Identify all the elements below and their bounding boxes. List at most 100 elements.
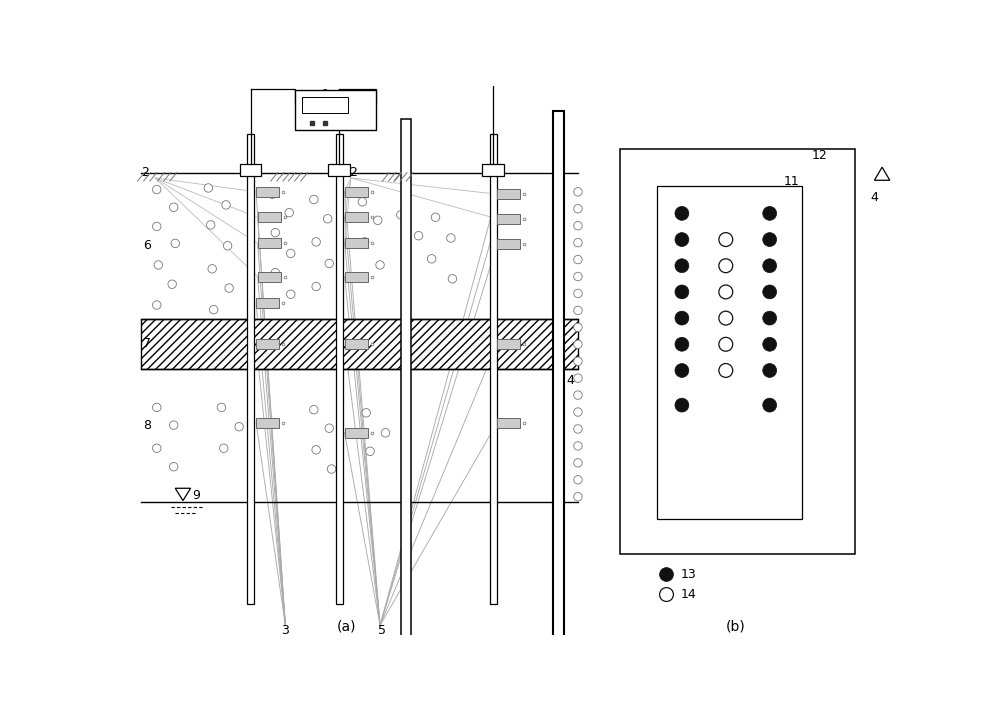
Bar (482, 164, 504, 176)
Bar (258, 212, 281, 222)
Circle shape (675, 311, 689, 325)
Bar (336, 134, 343, 604)
Circle shape (574, 441, 582, 450)
Circle shape (574, 425, 582, 434)
Circle shape (763, 398, 777, 412)
Polygon shape (874, 167, 890, 180)
Circle shape (225, 284, 233, 292)
Circle shape (574, 205, 582, 213)
Circle shape (325, 260, 333, 267)
Bar (302, 97, 348, 113)
Text: 2: 2 (349, 166, 357, 179)
Circle shape (574, 340, 582, 349)
Circle shape (574, 289, 582, 298)
Circle shape (169, 463, 178, 471)
Circle shape (287, 249, 295, 257)
Bar (345, 272, 368, 282)
Circle shape (169, 421, 178, 429)
Circle shape (312, 282, 320, 291)
Circle shape (574, 391, 582, 399)
Circle shape (362, 409, 370, 417)
Circle shape (366, 447, 374, 456)
Bar (256, 299, 279, 309)
Circle shape (763, 364, 777, 377)
Circle shape (310, 195, 318, 204)
Circle shape (574, 188, 582, 196)
Circle shape (397, 210, 405, 219)
Circle shape (574, 408, 582, 416)
Bar (497, 214, 520, 224)
Bar (345, 212, 368, 222)
Circle shape (660, 588, 673, 602)
Circle shape (153, 301, 161, 309)
Circle shape (220, 444, 228, 453)
Circle shape (206, 221, 215, 229)
Circle shape (268, 190, 276, 198)
Circle shape (675, 398, 689, 412)
Circle shape (675, 285, 689, 299)
Text: 6: 6 (143, 240, 151, 252)
Circle shape (719, 232, 733, 247)
Circle shape (427, 255, 436, 263)
Circle shape (719, 364, 733, 377)
Circle shape (287, 290, 295, 299)
Circle shape (154, 261, 163, 270)
Circle shape (675, 232, 689, 247)
Circle shape (431, 213, 440, 222)
Circle shape (376, 261, 384, 270)
Text: 11: 11 (784, 175, 799, 188)
Circle shape (763, 337, 777, 352)
Circle shape (447, 234, 455, 242)
Circle shape (574, 306, 582, 314)
Circle shape (763, 311, 777, 325)
Circle shape (763, 207, 777, 220)
Circle shape (358, 198, 367, 206)
Bar (345, 339, 368, 349)
Circle shape (574, 476, 582, 484)
Bar (256, 339, 279, 349)
Circle shape (574, 255, 582, 264)
Bar (345, 187, 368, 197)
Bar (345, 238, 368, 248)
Circle shape (204, 184, 213, 193)
Circle shape (675, 259, 689, 272)
Bar (328, 164, 350, 176)
Bar (258, 272, 281, 282)
Circle shape (210, 305, 218, 314)
Circle shape (675, 364, 689, 377)
Circle shape (222, 200, 230, 209)
Circle shape (208, 265, 216, 273)
Text: 3: 3 (282, 624, 289, 637)
Circle shape (414, 232, 423, 240)
Text: 5: 5 (378, 624, 386, 637)
Circle shape (381, 429, 390, 437)
Circle shape (448, 275, 457, 283)
Circle shape (719, 337, 733, 352)
Circle shape (153, 222, 161, 231)
Circle shape (325, 424, 333, 433)
Circle shape (223, 242, 232, 250)
Circle shape (719, 285, 733, 299)
Text: 4: 4 (566, 374, 574, 387)
Circle shape (574, 374, 582, 382)
Circle shape (153, 444, 161, 453)
Text: 8: 8 (143, 419, 151, 431)
Bar (490, 134, 497, 604)
Bar (256, 418, 279, 428)
Text: 2: 2 (141, 166, 149, 179)
Circle shape (719, 259, 733, 272)
Bar (345, 428, 368, 438)
Circle shape (574, 222, 582, 230)
Circle shape (574, 458, 582, 467)
Bar (497, 239, 520, 249)
Bar (240, 164, 261, 176)
Circle shape (327, 465, 336, 473)
Circle shape (271, 228, 280, 237)
Circle shape (153, 185, 161, 194)
Bar (553, 111, 564, 642)
Circle shape (660, 568, 673, 581)
Circle shape (312, 446, 320, 454)
Bar (401, 118, 411, 665)
Text: 12: 12 (811, 149, 827, 162)
Bar (657, 186, 802, 519)
